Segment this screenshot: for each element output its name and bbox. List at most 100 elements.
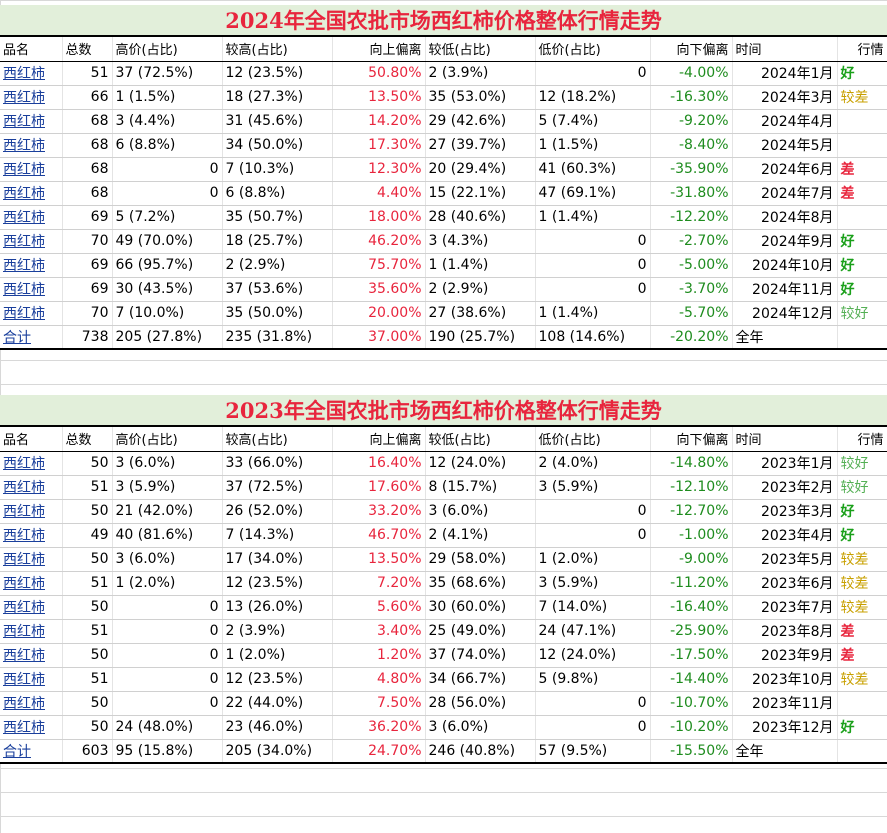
product-name[interactable]: 西红柿	[0, 691, 63, 716]
higher-price-count: 1 (2.0%)	[222, 643, 333, 668]
total-count: 50	[62, 643, 113, 668]
product-name-link[interactable]: 西红柿	[3, 576, 45, 592]
trend-label: 好	[837, 499, 887, 524]
downward-deviation: -31.80%	[650, 181, 733, 206]
downward-deviation: -10.70%	[650, 691, 733, 716]
lower-price-count: 15 (22.1%)	[425, 181, 536, 206]
upward-deviation: 16.40%	[332, 451, 426, 476]
upward-deviation: 35.60%	[332, 277, 426, 302]
product-name[interactable]: 西红柿	[0, 277, 63, 302]
product-name[interactable]: 西红柿	[0, 301, 63, 326]
higher-price-count: 23 (46.0%)	[222, 715, 333, 740]
higher-price-count: 26 (52.0%)	[222, 499, 333, 524]
trend-label	[837, 739, 887, 764]
higher-price-count: 37 (53.6%)	[222, 277, 333, 302]
trend-label: 较差	[837, 571, 887, 596]
product-name-link[interactable]: 西红柿	[3, 672, 45, 688]
product-name-link[interactable]: 西红柿	[3, 720, 45, 736]
product-name-link[interactable]: 西红柿	[3, 456, 45, 472]
trend-label	[837, 109, 887, 134]
product-name-link[interactable]: 西红柿	[3, 66, 45, 82]
product-name[interactable]: 西红柿	[0, 499, 63, 524]
product-name[interactable]: 合计	[0, 739, 63, 764]
product-name[interactable]: 西红柿	[0, 205, 63, 230]
higher-price-count: 6 (8.8%)	[222, 181, 333, 206]
product-name[interactable]: 西红柿	[0, 229, 63, 254]
column-header: 向下偏离	[650, 37, 733, 62]
period: 全年	[732, 325, 838, 350]
upward-deviation: 50.80%	[332, 61, 426, 86]
product-name[interactable]: 西红柿	[0, 595, 63, 620]
product-name-link[interactable]: 合计	[3, 743, 31, 760]
table-row: 西红柿 70 49 (70.0%) 18 (25.7%) 46.20% 3 (4.3%) 0…	[0, 229, 887, 254]
product-name-link[interactable]: 西红柿	[3, 186, 45, 202]
product-name-link[interactable]: 西红柿	[3, 648, 45, 664]
product-name[interactable]: 西红柿	[0, 547, 63, 572]
product-name-link[interactable]: 合计	[3, 329, 31, 346]
product-name-link[interactable]: 西红柿	[3, 138, 45, 154]
downward-deviation: -16.40%	[650, 595, 733, 620]
product-name[interactable]: 西红柿	[0, 667, 63, 692]
low-price-count: 12 (18.2%)	[535, 85, 651, 110]
trend-label: 差	[837, 619, 887, 644]
higher-price-count: 31 (45.6%)	[222, 109, 333, 134]
product-name[interactable]: 西红柿	[0, 619, 63, 644]
higher-price-count: 235 (31.8%)	[222, 325, 333, 350]
low-price-count: 2 (4.0%)	[535, 451, 651, 476]
high-price-count: 3 (6.0%)	[112, 451, 223, 476]
product-name-link[interactable]: 西红柿	[3, 258, 45, 274]
product-name-link[interactable]: 西红柿	[3, 234, 45, 250]
trend-label: 差	[837, 181, 887, 206]
product-name[interactable]: 西红柿	[0, 451, 63, 476]
product-name[interactable]: 西红柿	[0, 133, 63, 158]
product-name-link[interactable]: 西红柿	[3, 306, 45, 322]
product-name-link[interactable]: 西红柿	[3, 528, 45, 544]
product-name-link[interactable]: 西红柿	[3, 90, 45, 106]
lower-price-count: 20 (29.4%)	[425, 157, 536, 182]
lower-price-count: 8 (15.7%)	[425, 475, 536, 500]
period: 2024年3月	[732, 85, 838, 110]
product-name-link[interactable]: 西红柿	[3, 600, 45, 616]
table-row: 西红柿 69 66 (95.7%) 2 (2.9%) 75.70% 1 (1.4%) 0 -5…	[0, 253, 887, 278]
total-count: 50	[62, 451, 113, 476]
downward-deviation: -1.00%	[650, 523, 733, 548]
product-name[interactable]: 西红柿	[0, 181, 63, 206]
product-name[interactable]: 西红柿	[0, 157, 63, 182]
product-name-link[interactable]: 西红柿	[3, 696, 45, 712]
downward-deviation: -12.70%	[650, 499, 733, 524]
low-price-count: 47 (69.1%)	[535, 181, 651, 206]
product-name[interactable]: 西红柿	[0, 571, 63, 596]
product-name[interactable]: 西红柿	[0, 475, 63, 500]
upward-deviation: 7.20%	[332, 571, 426, 596]
product-name-link[interactable]: 西红柿	[3, 624, 45, 640]
total-count: 50	[62, 715, 113, 740]
table-row: 西红柿 51 0 2 (3.9%) 3.40% 25 (49.0%) 24 (47.1%) -…	[0, 619, 887, 644]
high-price-count: 0	[112, 643, 223, 668]
product-name[interactable]: 西红柿	[0, 643, 63, 668]
product-name[interactable]: 西红柿	[0, 523, 63, 548]
product-name[interactable]: 西红柿	[0, 61, 63, 86]
product-name-link[interactable]: 西红柿	[3, 162, 45, 178]
product-name-link[interactable]: 西红柿	[3, 282, 45, 298]
period: 2024年9月	[732, 229, 838, 254]
column-header: 向上偏离	[332, 427, 426, 452]
product-name[interactable]: 合计	[0, 325, 63, 350]
product-name[interactable]: 西红柿	[0, 109, 63, 134]
product-name[interactable]: 西红柿	[0, 253, 63, 278]
product-name-link[interactable]: 西红柿	[3, 552, 45, 568]
upward-deviation: 33.20%	[332, 499, 426, 524]
trend-label: 较差	[837, 667, 887, 692]
product-name-link[interactable]: 西红柿	[3, 504, 45, 520]
product-name[interactable]: 西红柿	[0, 85, 63, 110]
total-count: 68	[62, 133, 113, 158]
product-name-link[interactable]: 西红柿	[3, 210, 45, 226]
product-name-link[interactable]: 西红柿	[3, 114, 45, 130]
column-header: 品名	[0, 427, 63, 452]
downward-deviation: -14.80%	[650, 451, 733, 476]
low-price-count: 0	[535, 715, 651, 740]
high-price-count: 30 (43.5%)	[112, 277, 223, 302]
product-name-link[interactable]: 西红柿	[3, 480, 45, 496]
lower-price-count: 27 (39.7%)	[425, 133, 536, 158]
high-price-count: 24 (48.0%)	[112, 715, 223, 740]
product-name[interactable]: 西红柿	[0, 715, 63, 740]
